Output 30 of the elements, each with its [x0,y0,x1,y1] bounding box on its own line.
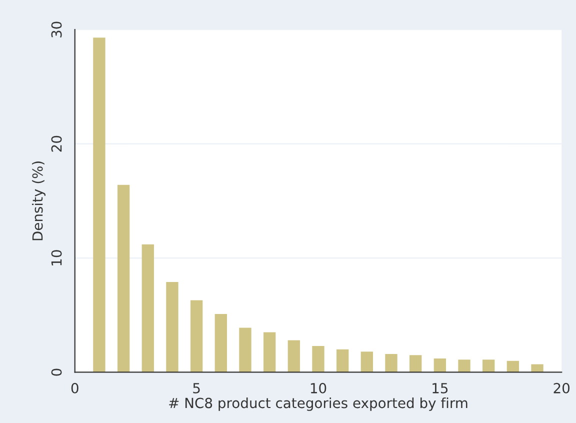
bar [385,354,398,372]
bar [142,244,154,372]
bar [458,360,470,372]
bar [336,349,349,372]
x-tick-label: 5 [193,383,200,394]
x-tick-label: 0 [71,382,78,394]
bar [263,332,276,372]
bar [312,346,324,372]
y-axis-title: Density (%) [32,161,46,240]
x-axis-title: # NC8 product categories exported by firm [169,397,468,411]
y-tick-label: 30 [51,22,62,38]
bar [360,352,373,372]
bar [214,314,227,372]
bar [288,340,300,372]
x-tick-label: 10 [310,382,326,394]
y-tick-label: 10 [51,250,62,266]
x-tick-label: 20 [554,382,570,394]
bar [190,300,203,372]
bar [531,364,544,372]
bar [239,328,252,372]
bar [93,38,106,372]
bar [117,184,130,372]
bar [482,360,495,372]
y-tick-label: 20 [51,136,62,152]
y-tick-label: 0 [51,368,62,376]
x-tick-label: 15 [432,383,448,394]
bar [434,358,446,372]
bar [506,360,520,372]
bar [166,282,178,372]
bar [410,355,422,372]
